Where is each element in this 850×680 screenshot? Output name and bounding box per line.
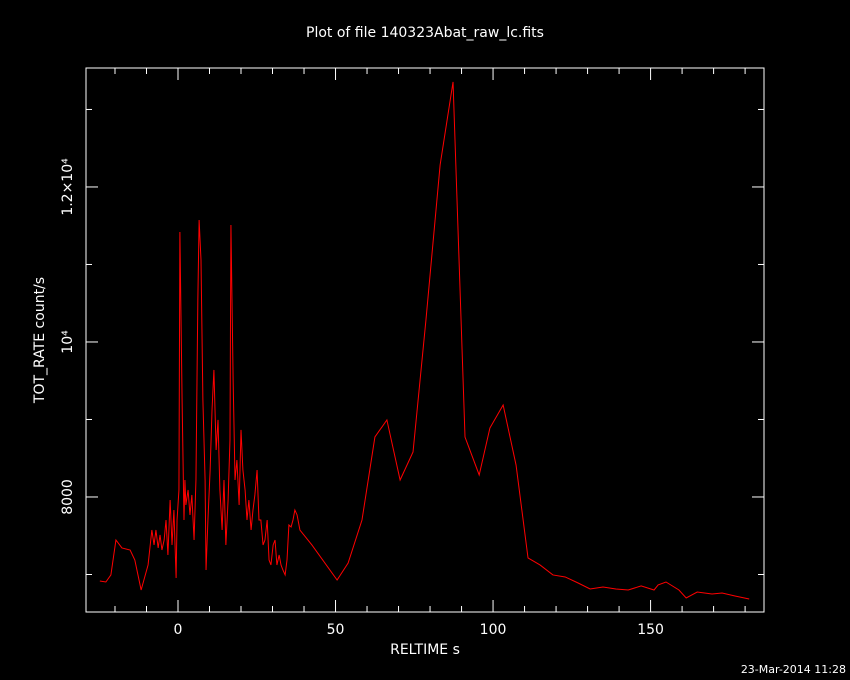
- timestamp: 23-Mar-2014 11:28: [741, 663, 846, 676]
- plot-frame: [85, 67, 765, 613]
- y-tick-label: 8000: [60, 479, 76, 515]
- chart-title: Plot of file 140323Abat_raw_lc.fits: [306, 25, 544, 41]
- x-tick-label: 0: [174, 622, 183, 638]
- data-line: [99, 81, 750, 600]
- y-axis-label: TOT_RATE count/s: [32, 277, 48, 404]
- x-tick-label: 50: [327, 622, 345, 638]
- y-tick-label: 10⁴: [60, 330, 76, 354]
- x-tick-label: 150: [637, 622, 664, 638]
- x-axis-label: RELTIME s: [390, 642, 460, 658]
- x-tick-label: 100: [480, 622, 507, 638]
- y-tick-label: 1.2×10⁴: [60, 158, 76, 216]
